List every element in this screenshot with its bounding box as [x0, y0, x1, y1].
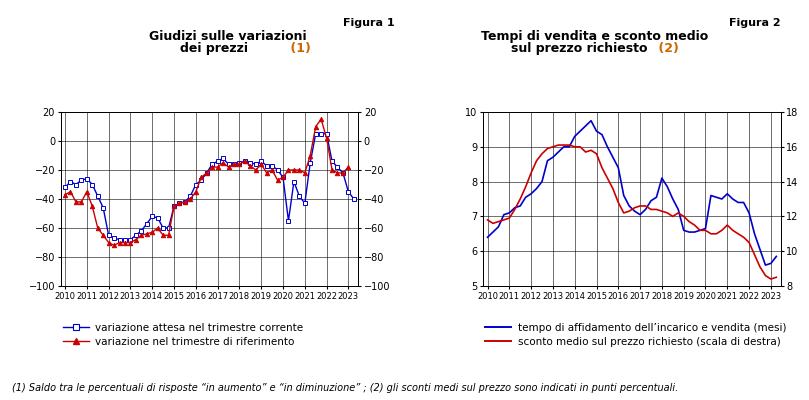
Text: dei prezzi: dei prezzi [180, 42, 248, 55]
Text: Tempi di vendita e sconto medio: Tempi di vendita e sconto medio [481, 30, 708, 43]
Text: Figura 1: Figura 1 [343, 18, 395, 28]
Text: (2): (2) [654, 42, 679, 55]
Text: (1): (1) [286, 42, 311, 55]
Text: Figura 2: Figura 2 [729, 18, 781, 28]
Legend: variazione attesa nel trimestre corrente, variazione nel trimestre di riferiment: variazione attesa nel trimestre corrente… [63, 322, 303, 347]
Text: sul prezzo richiesto: sul prezzo richiesto [511, 42, 647, 55]
Text: (1) Saldo tra le percentuali di risposte “in aumento” e “in diminuzione” ; (2) g: (1) Saldo tra le percentuali di risposte… [12, 383, 679, 393]
Text: Giudizi sulle variazioni: Giudizi sulle variazioni [150, 30, 307, 43]
Legend: tempo di affidamento dell’incarico e vendita (mesi), sconto medio sul prezzo ric: tempo di affidamento dell’incarico e ven… [485, 322, 786, 347]
